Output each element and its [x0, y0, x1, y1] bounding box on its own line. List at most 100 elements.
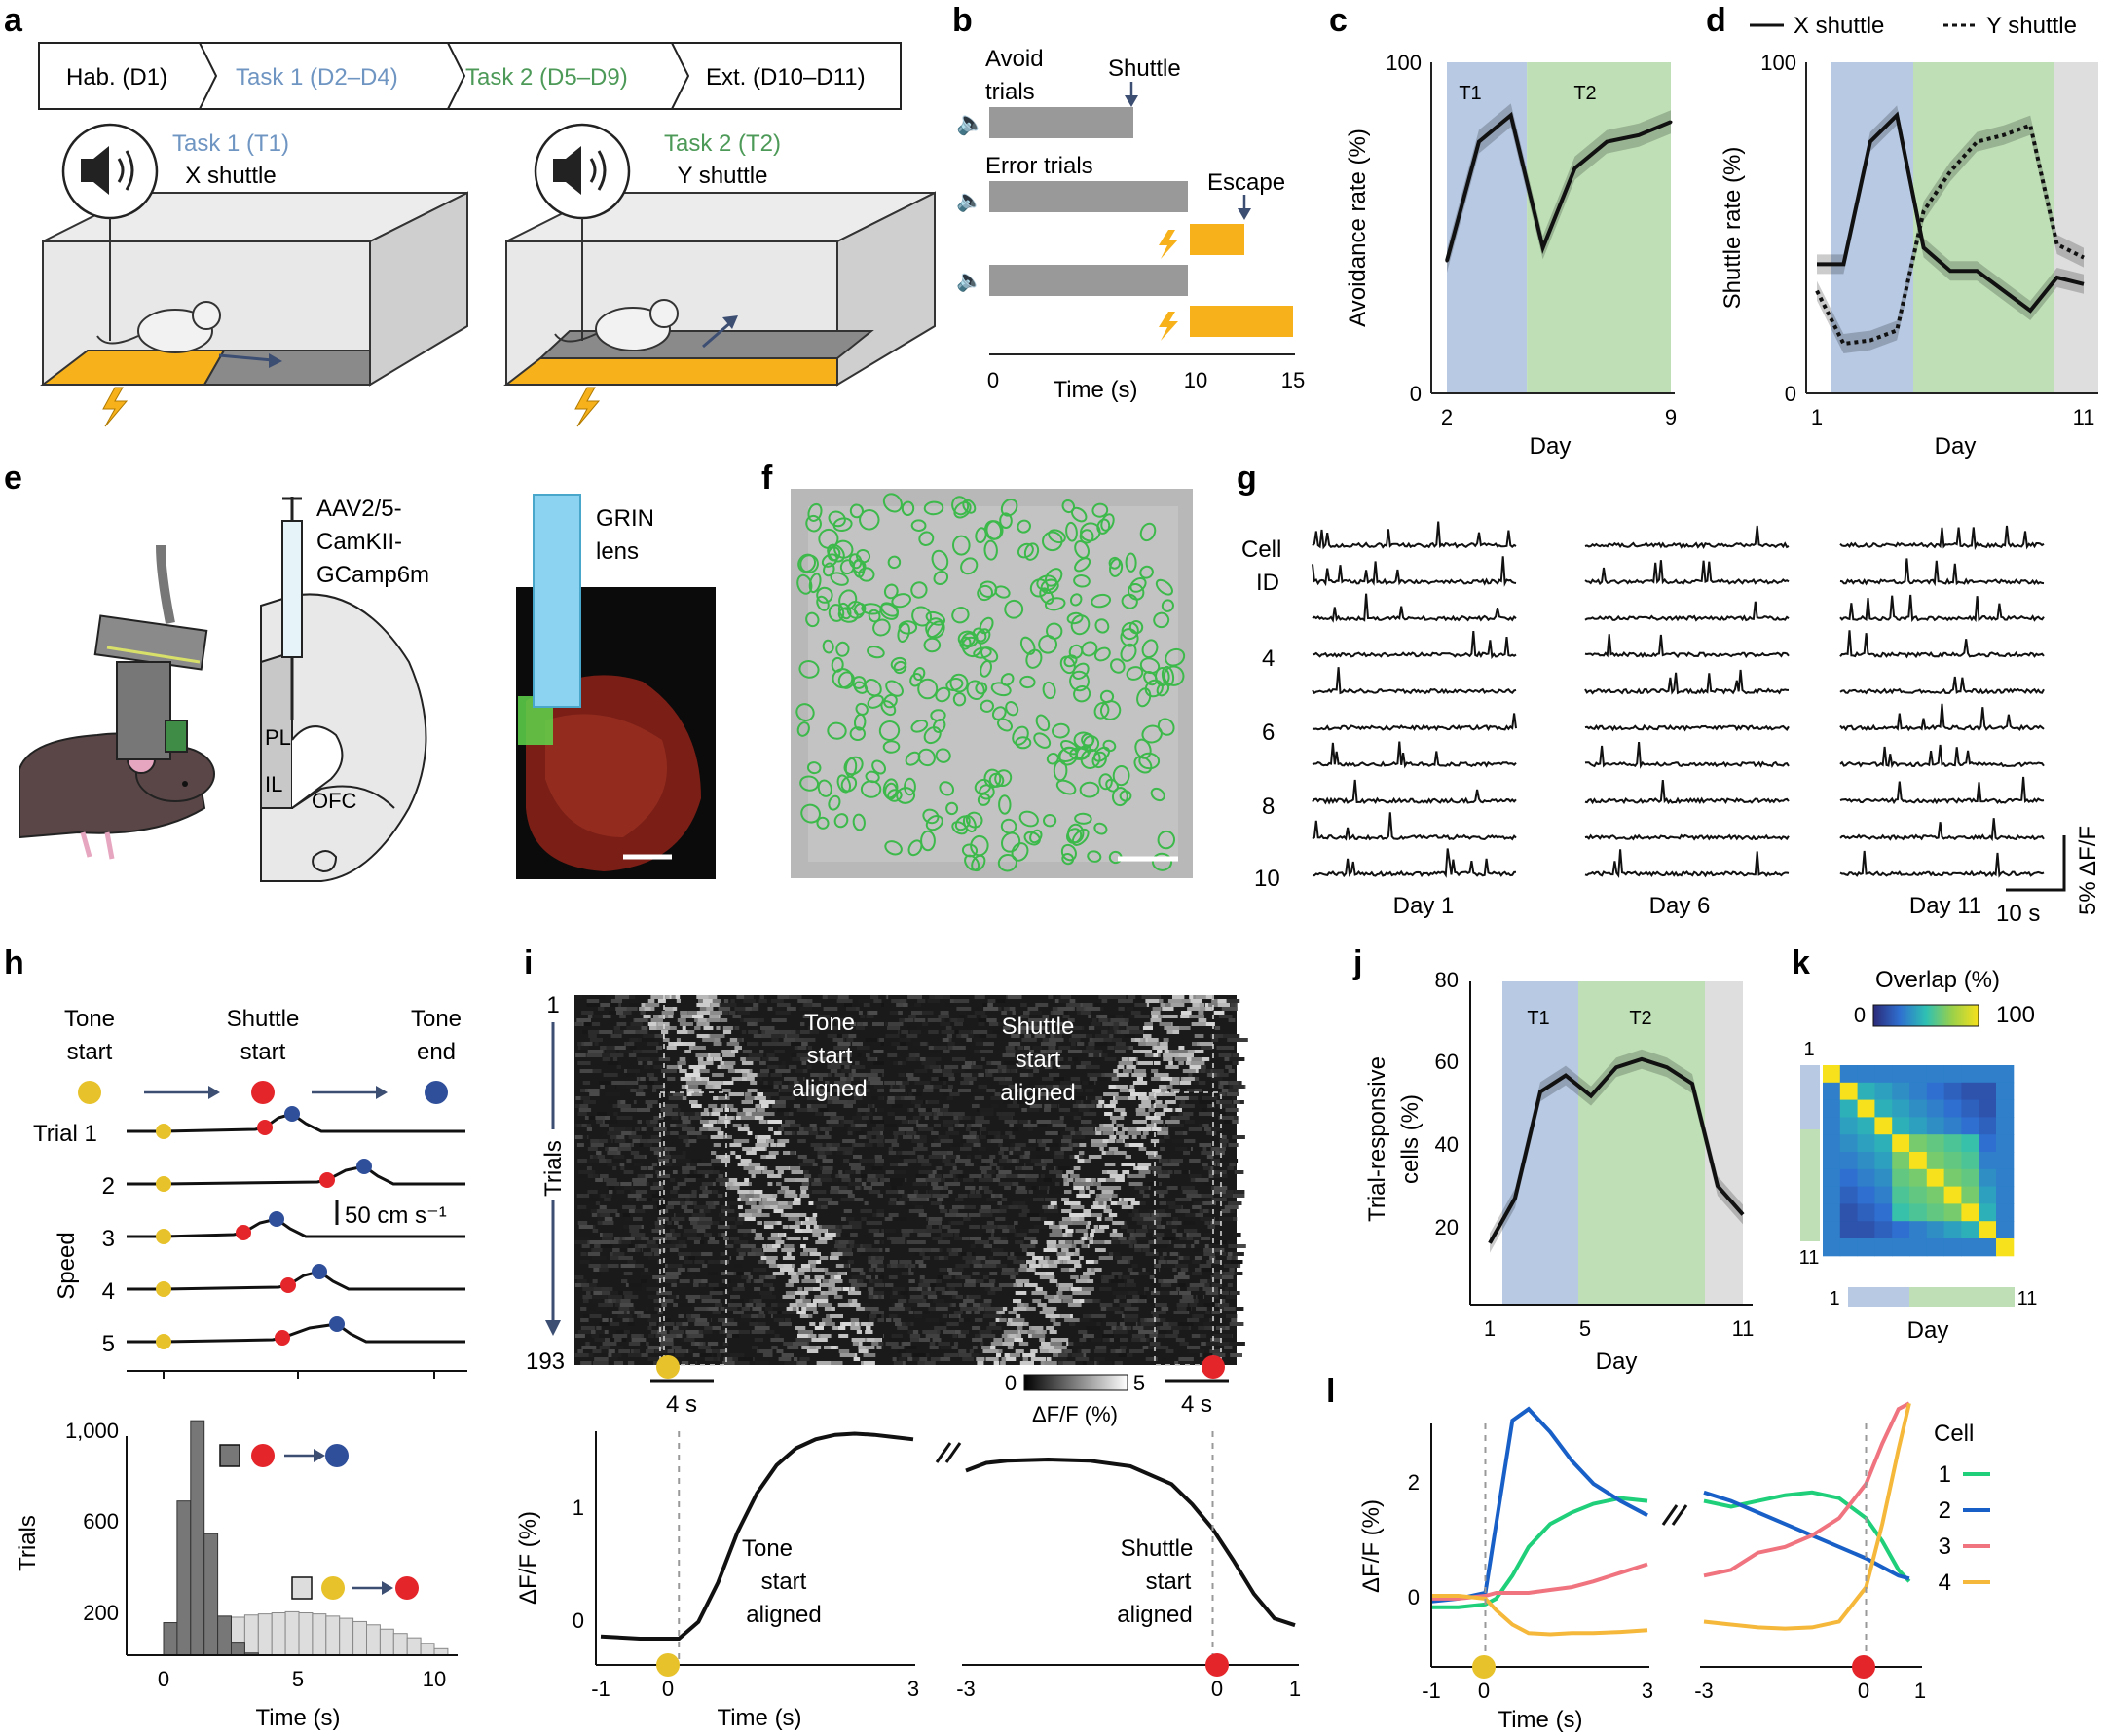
heatmap-cell	[1063, 1026, 1071, 1030]
heatmap-cell	[946, 1248, 952, 1252]
heatmap-cell	[623, 1011, 632, 1015]
heatmap-cell	[1026, 1260, 1036, 1264]
heatmap-cell	[1078, 1104, 1089, 1108]
heatmap-cell	[688, 1139, 697, 1143]
heatmap-cell	[1174, 1131, 1183, 1135]
heatmap-cell	[864, 1201, 869, 1205]
heatmap-cell	[721, 1205, 730, 1209]
heatmap-cell	[1174, 1287, 1184, 1291]
roi	[932, 719, 946, 733]
heatmap-cell	[805, 1217, 811, 1221]
heatmap-cell	[671, 1217, 685, 1221]
heatmap-cell	[1096, 1186, 1110, 1190]
heatmap-cell	[1194, 1178, 1209, 1182]
heatmap-cell	[576, 1279, 587, 1283]
heatmap-cell	[1189, 1015, 1204, 1018]
heatmap-cell	[643, 1034, 655, 1038]
heatmap-cell	[784, 1213, 800, 1217]
heatmap-cell	[802, 1221, 817, 1225]
heatmap-cell	[614, 995, 630, 999]
heatmap-cell	[858, 1346, 868, 1349]
heatmap-cell	[667, 1268, 679, 1272]
heatmap-cell	[898, 1061, 903, 1065]
heatmap-cell	[630, 1151, 640, 1155]
heatmap-cell	[800, 1264, 815, 1268]
heatmap-cell	[1076, 1089, 1083, 1092]
heatmap-cell	[771, 1303, 781, 1307]
heatmap-cell	[956, 1034, 965, 1038]
heatmap-cell	[1143, 1182, 1150, 1186]
heatmap-cell	[1201, 1194, 1214, 1198]
hist-bar-dark	[163, 1622, 178, 1656]
heatmap-cell	[861, 1135, 872, 1139]
heatmap-cell	[969, 1131, 981, 1135]
h-ytick-600: 600	[83, 1509, 119, 1533]
heatmap-cell	[1114, 1108, 1126, 1112]
heatmap-cell	[737, 1038, 742, 1042]
heatmap-cell	[1021, 1166, 1033, 1170]
heatmap-cell	[1029, 1011, 1042, 1015]
heatmap-cell	[1085, 1104, 1096, 1108]
heatmap-cell	[705, 1307, 719, 1311]
heatmap-cell	[633, 1163, 643, 1166]
hist-bar-dark	[204, 1533, 219, 1656]
heatmap-cell	[783, 1303, 798, 1307]
roi	[1066, 611, 1084, 625]
heatmap-cell	[584, 1240, 592, 1244]
heatmap-cell	[1188, 1233, 1202, 1237]
heatmap-cell	[1077, 1159, 1085, 1163]
heatmap-cell	[1108, 1244, 1125, 1248]
roi	[1125, 552, 1137, 573]
heatmap-cell	[863, 1353, 876, 1357]
d-xlabel: Day	[1935, 433, 1977, 460]
heatmap-cell	[600, 1046, 608, 1050]
heatmap-cell	[1202, 1096, 1218, 1100]
heatmap-cell	[881, 1240, 887, 1244]
heatmap-cell	[697, 1240, 705, 1244]
heatmap-cell	[1128, 1268, 1133, 1272]
heatmap-cell	[681, 1272, 688, 1275]
heatmap-cell	[811, 1268, 819, 1272]
heatmap-cell	[1085, 1089, 1094, 1092]
heatmap-cell	[1003, 1166, 1016, 1170]
heatmap-cell	[1203, 1233, 1211, 1237]
roi	[917, 678, 939, 700]
heatmap-cell	[735, 1209, 741, 1213]
heatmap-cell	[674, 1353, 685, 1357]
calcium-trace	[1312, 631, 1517, 660]
heatmap-cell	[1061, 1209, 1072, 1213]
heatmap-cell	[1036, 1155, 1052, 1159]
heatmap-cell	[594, 1338, 605, 1342]
heatmap-cell	[1123, 1069, 1132, 1073]
heatmap-cell	[837, 1303, 850, 1307]
heatmap-cell	[1164, 1050, 1173, 1053]
heatmap-cell	[701, 1279, 708, 1283]
heatmap-cell	[825, 1092, 832, 1096]
heatmap-cell	[1135, 1194, 1143, 1198]
roi	[979, 580, 998, 598]
heatmap-cell	[903, 1159, 917, 1163]
heatmap-cell	[1152, 1170, 1162, 1174]
roi	[1093, 822, 1108, 835]
heatmap-cell	[652, 1275, 663, 1279]
heatmap-cell	[628, 1053, 637, 1057]
heatmap-cell	[907, 1194, 922, 1198]
heatmap-cell	[1164, 1124, 1168, 1127]
heatmap-cell	[1157, 1174, 1170, 1178]
heatmap-cell	[742, 1050, 753, 1053]
heatmap-cell	[832, 1085, 841, 1089]
heatmap-cell	[1058, 1108, 1071, 1112]
calcium-trace	[1839, 525, 2045, 551]
heatmap-cell	[797, 1330, 810, 1334]
heatmap-cell	[868, 1260, 883, 1264]
task1-title: Task 1 (T1)	[172, 130, 289, 157]
heatmap-cell	[636, 1311, 648, 1314]
heatmap-cell	[757, 1135, 768, 1139]
heatmap-cell	[1025, 1229, 1040, 1233]
heatmap-cell	[796, 1338, 812, 1342]
heatmap-cell	[728, 1318, 734, 1322]
heatmap-cell	[960, 1139, 972, 1143]
heatmap-cell	[684, 1050, 691, 1053]
heatmap-cell	[1002, 1260, 1014, 1264]
heatmap-cell	[612, 1353, 622, 1357]
